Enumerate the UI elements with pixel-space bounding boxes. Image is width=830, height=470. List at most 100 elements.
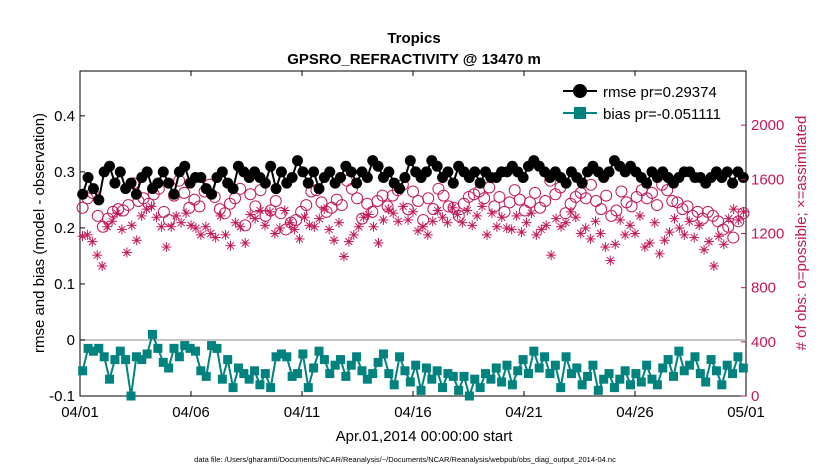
rmse-point xyxy=(109,177,121,189)
obs-assimilated-point xyxy=(467,220,478,231)
bias-point xyxy=(577,380,587,390)
bias-point xyxy=(615,374,625,384)
bias-point xyxy=(583,371,593,381)
bias-point xyxy=(491,363,501,373)
obs-assimilated-point xyxy=(230,217,241,228)
obs-assimilated-point xyxy=(417,221,428,232)
bias-point xyxy=(685,360,695,370)
legend-rmse-label: rmse pr=0.29374 xyxy=(603,84,717,101)
rmse-point xyxy=(152,177,164,189)
obs-possible-point xyxy=(615,185,628,198)
obs-assimilated-point xyxy=(107,216,118,227)
obs-assimilated-point xyxy=(294,233,305,244)
bias-point xyxy=(368,369,378,379)
rmse-point xyxy=(431,160,443,172)
y-tick-label: 0.3 xyxy=(54,164,75,181)
obs-assimilated-point xyxy=(92,250,103,261)
x-tick-label: 04/11 xyxy=(284,404,320,421)
obs-assimilated-point xyxy=(87,236,98,247)
obs-assimilated-point xyxy=(324,224,335,235)
obs-assimilated-point xyxy=(314,213,325,224)
bias-point xyxy=(325,369,335,379)
obs-assimilated-point xyxy=(255,205,266,216)
obs-assimilated-point xyxy=(560,217,571,228)
bias-point xyxy=(674,346,684,356)
obs-assimilated-point xyxy=(733,214,744,225)
obs-assimilated-point xyxy=(121,247,132,258)
rmse-point xyxy=(157,166,169,178)
obs-possible-point xyxy=(666,195,679,207)
bias-point xyxy=(416,385,426,395)
bias-point xyxy=(78,366,88,376)
rmse-point xyxy=(560,177,572,189)
bias-point xyxy=(738,363,748,373)
bias-point xyxy=(341,371,351,381)
obs-assimilated-point xyxy=(669,213,680,224)
legend-rmse-marker xyxy=(573,84,587,98)
obs-possible-point xyxy=(661,184,674,197)
obs-possible-point xyxy=(681,200,694,213)
obs-assimilated-point xyxy=(674,223,685,234)
obs-assimilated-point xyxy=(190,223,201,234)
bias-point xyxy=(105,374,115,384)
rmse-point xyxy=(345,166,357,178)
obs-possible-point xyxy=(407,185,419,198)
obs-possible-point xyxy=(610,204,623,217)
obs-assimilated-point xyxy=(348,229,359,240)
rmse-point xyxy=(87,183,99,195)
rmse-point xyxy=(399,171,411,183)
y2-tick-label: 800 xyxy=(751,280,776,297)
obs-assimilated-point xyxy=(654,248,665,259)
obs-possible-point xyxy=(239,219,252,232)
obs-assimilated-point xyxy=(309,221,320,232)
bias-point xyxy=(153,343,163,353)
bias-point xyxy=(373,357,383,367)
y-axis-label: rmse and bias (model - observation) xyxy=(31,113,48,353)
obs-assimilated-point xyxy=(264,206,275,217)
obs-assimilated-point xyxy=(580,223,591,234)
y2-axis-label: # of obs: o=possible; ×=assimilated xyxy=(793,116,810,351)
obs-assimilated-point xyxy=(166,221,177,232)
bias-point xyxy=(384,369,394,379)
obs-possible-point xyxy=(722,220,735,233)
obs-assimilated-point xyxy=(171,210,182,221)
obs-possible-point xyxy=(488,200,501,213)
bias-point xyxy=(636,377,646,387)
obs-possible-point xyxy=(76,201,89,214)
obs-assimilated-point xyxy=(116,224,127,235)
y2-tick-label: 1600 xyxy=(751,171,784,188)
obs-assimilated-point xyxy=(274,223,285,234)
rmse-point xyxy=(259,177,271,189)
obs-assimilated-point xyxy=(630,228,640,239)
rmse-point xyxy=(195,171,207,183)
rmse-point xyxy=(721,166,733,178)
rmse-point xyxy=(442,166,454,178)
obs-possible-point xyxy=(422,192,435,205)
obs-assimilated-point xyxy=(684,216,695,227)
obs-assimilated-point xyxy=(338,251,349,262)
bias-point xyxy=(486,374,496,384)
bias-point xyxy=(631,369,641,379)
obs-possible-point xyxy=(625,200,638,213)
obs-possible-point xyxy=(351,192,364,205)
bias-point xyxy=(352,352,362,362)
bias-point xyxy=(534,363,544,373)
rmse-point xyxy=(206,188,218,200)
bias-point xyxy=(604,369,614,379)
rmse-point xyxy=(361,171,373,183)
bias-point xyxy=(180,341,190,351)
bias-point xyxy=(663,355,673,365)
rmse-point xyxy=(265,160,277,172)
obs-assimilated-point xyxy=(161,242,172,253)
bias-point xyxy=(695,369,705,379)
obs-assimilated-point xyxy=(679,229,690,240)
bias-point xyxy=(647,374,657,384)
data-file-footnote: data file: /Users/gharamti/Documents/NCA… xyxy=(194,455,616,464)
bias-point xyxy=(599,374,609,384)
bias-point xyxy=(287,371,297,381)
bias-point xyxy=(164,363,174,373)
y2-tick-label: 2000 xyxy=(751,117,784,134)
bias-point xyxy=(470,374,480,384)
bias-point xyxy=(400,366,410,376)
bias-point xyxy=(550,360,560,370)
